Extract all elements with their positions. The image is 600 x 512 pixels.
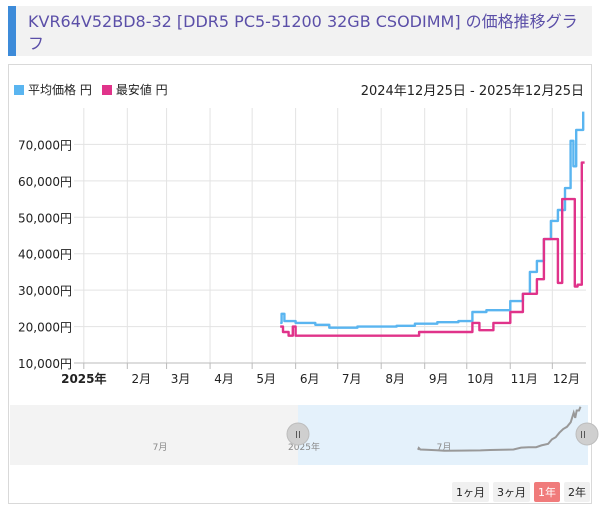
title-bar: KVR64V52BD8-32 [DDR5 PC5-51200 32GB CSOD… (8, 6, 592, 56)
zoom-3-month-button[interactable]: 3ヶ月 (493, 482, 530, 502)
zoom-1-month-button[interactable]: 1ヶ月 (452, 482, 489, 502)
date-range: 2024年12月25日 - 2025年12月25日 (360, 84, 584, 99)
legend-item-average[interactable]: 平均価格 円 (14, 81, 92, 98)
legend-item-lowest[interactable]: 最安値 円 (101, 81, 168, 98)
legend-label-lowest: 最安値 円 (115, 83, 168, 97)
zoom-2-year-button[interactable]: 2年 (564, 482, 590, 502)
zoom-1-year-button[interactable]: 1年 (534, 482, 560, 502)
legend-swatch-average (14, 84, 24, 95)
legend: 平均価格 円 最安値 円 (14, 81, 168, 98)
legend-swatch-lowest (101, 84, 112, 95)
zoom-buttons: 1ヶ月 3ヶ月 1年 2年 (452, 482, 590, 502)
chart-panel (8, 64, 592, 504)
legend-label-average: 平均価格 円 (28, 83, 92, 97)
page-title: KVR64V52BD8-32 [DDR5 PC5-51200 32GB CSOD… (28, 12, 578, 53)
